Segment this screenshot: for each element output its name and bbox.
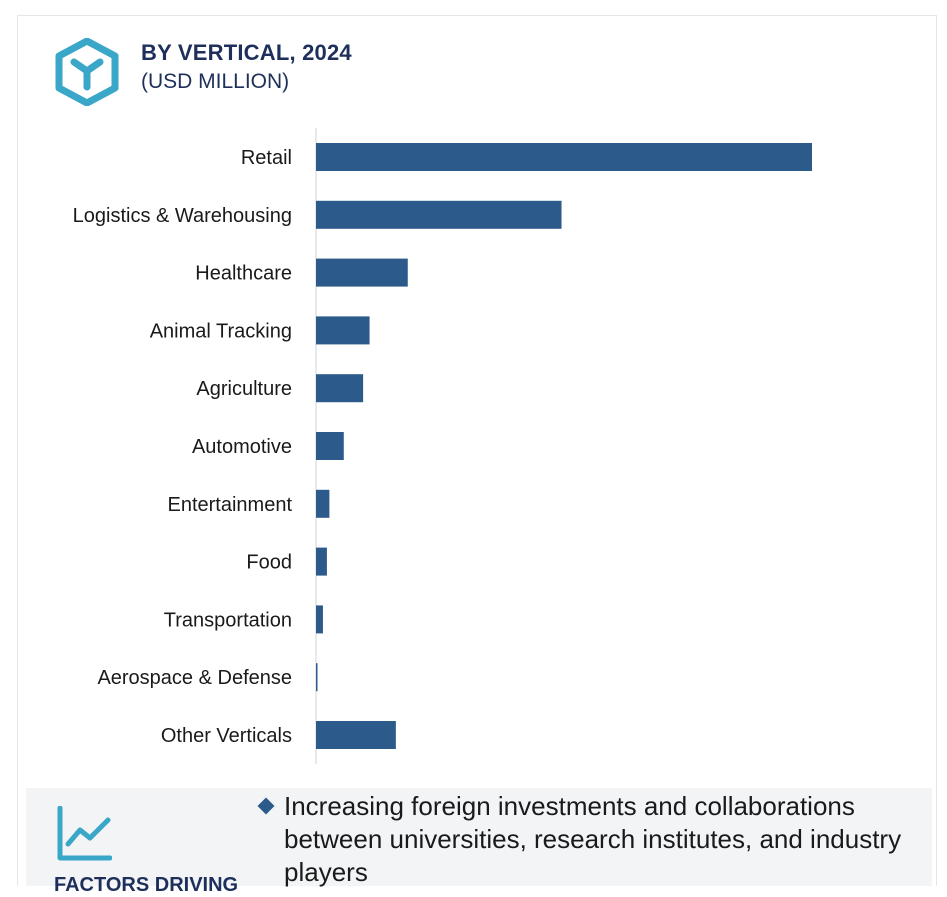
chart-subtitle: (USD MILLION) xyxy=(141,70,290,93)
bar-chart: Retail Logistics & Warehousing Healthcare A… xyxy=(73,128,812,764)
category-label: Entertainment xyxy=(167,494,292,516)
bar xyxy=(316,258,408,287)
bar xyxy=(316,605,323,634)
category-label: Other Verticals xyxy=(161,725,292,747)
category-label: Agriculture xyxy=(196,378,292,400)
bar xyxy=(316,663,318,692)
factor-bullet-text: Increasing foreign investments and colla… xyxy=(284,791,902,887)
bar xyxy=(316,143,812,171)
category-label: Aerospace & Defense xyxy=(97,667,292,689)
hexagon-y-logo-icon xyxy=(55,38,119,106)
bar xyxy=(316,374,364,403)
bar xyxy=(316,489,330,518)
bar xyxy=(316,432,344,460)
category-label: Transportation xyxy=(164,609,292,631)
category-label: Logistics & Warehousing xyxy=(73,205,292,227)
category-label: Food xyxy=(246,552,292,574)
bar xyxy=(316,547,327,576)
bar xyxy=(316,721,396,749)
category-label: Animal Tracking xyxy=(150,320,292,342)
category-label: Healthcare xyxy=(195,263,292,285)
bar xyxy=(316,316,370,345)
factors-panel xyxy=(26,788,932,886)
category-label: Retail xyxy=(241,147,292,169)
trend-chart-icon xyxy=(57,806,112,861)
category-label: Automotive xyxy=(192,436,292,458)
chart-title: BY VERTICAL, 2024 xyxy=(141,40,352,65)
bar xyxy=(316,200,562,229)
